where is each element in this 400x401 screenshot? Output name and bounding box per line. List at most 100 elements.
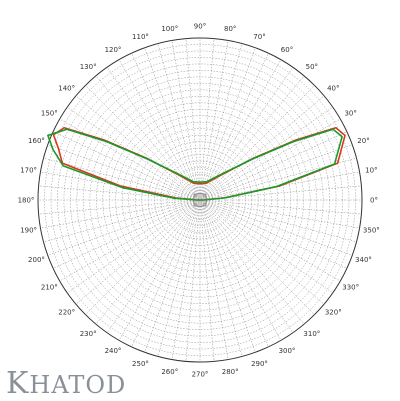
grid-spoke [202, 53, 269, 195]
grid-ring [128, 128, 272, 272]
angle-tick-label: 240° [105, 347, 122, 355]
grid-spoke [106, 67, 197, 196]
grid-spoke [95, 75, 197, 196]
angle-tick-label: 40° [327, 85, 339, 93]
grid-ring [121, 121, 279, 279]
center-marker [193, 193, 207, 207]
angle-tick-label: 130° [80, 63, 97, 71]
grid-ring [57, 57, 343, 343]
grid-spoke [205, 118, 341, 198]
angle-tick-label: 200° [28, 256, 45, 264]
grid-spoke [53, 131, 195, 198]
grid-spoke [85, 85, 196, 196]
grid-spoke [131, 53, 198, 195]
grid-spoke [40, 200, 195, 229]
angle-tick-label: 160° [28, 137, 45, 145]
grid-spoke [205, 131, 347, 198]
grid-spoke [200, 205, 215, 362]
angle-tick-label: 30° [344, 110, 356, 118]
grid-spoke [118, 205, 198, 341]
grid-spoke [59, 118, 195, 198]
grid-spoke [67, 203, 196, 294]
angle-tick-label: 300° [279, 347, 296, 355]
angle-tick-label: 120° [105, 46, 122, 54]
angle-tick-label: 250° [132, 360, 149, 368]
grid-spoke [202, 205, 282, 341]
angle-tick-label: 290° [251, 360, 268, 368]
grid-spoke [157, 43, 199, 195]
angle-tick-label: 260° [161, 368, 178, 376]
grid-spoke [205, 200, 362, 215]
grid-spoke [144, 205, 199, 353]
grid-spoke [205, 200, 360, 229]
grid-ring [50, 50, 350, 350]
angle-tick-label: 340° [355, 256, 372, 264]
brand-logo-rest: HATOD [29, 371, 127, 399]
grid-spoke [47, 144, 195, 199]
grid-spoke [59, 202, 195, 282]
grid-spoke [200, 205, 229, 360]
grid-spoke [201, 43, 243, 195]
grid-ring [160, 160, 240, 240]
brand-logo-initial: K [6, 366, 30, 401]
grid-spoke [157, 205, 199, 357]
grid-spoke [185, 38, 200, 195]
center-square [195, 195, 205, 205]
grid-spoke [118, 59, 198, 195]
angle-tick-label: 10° [365, 166, 377, 174]
grid-spoke [202, 205, 269, 347]
grid-ring [167, 167, 233, 233]
grid-spoke [204, 95, 325, 197]
grid-spoke [85, 204, 196, 315]
grid-spoke [205, 144, 353, 199]
grid-spoke [201, 205, 243, 357]
outer-ring [37, 37, 363, 363]
grid-spoke [204, 85, 315, 196]
grid-spoke [75, 203, 196, 305]
grid-ring [44, 44, 356, 356]
grid-spoke [203, 204, 294, 333]
grid-spoke [203, 75, 305, 196]
angle-tick-label: 280° [222, 368, 239, 376]
grid-spoke [95, 204, 197, 325]
grid-spoke [202, 59, 282, 195]
grid-spoke [201, 205, 256, 353]
angle-tick-label: 310° [303, 330, 320, 338]
grid-spoke [131, 205, 198, 347]
center-square [193, 193, 207, 207]
grid-spoke [171, 205, 200, 360]
grid-spoke [43, 201, 195, 243]
grid-spoke [38, 200, 195, 215]
grid-spoke [203, 67, 294, 196]
angle-tick-label: 270° [192, 371, 209, 379]
grid-spoke [204, 203, 325, 305]
grid-spoke [204, 203, 333, 294]
grid-spoke [205, 185, 362, 200]
grid-ring [134, 134, 266, 266]
angle-tick-label: 60° [281, 46, 293, 54]
grid-spoke [47, 201, 195, 256]
grid-spoke [185, 205, 200, 362]
angle-tick-label: 190° [20, 227, 37, 235]
angle-tick-label: 180° [18, 197, 35, 205]
angle-tick-label: 100° [161, 25, 178, 33]
angle-tick-label: 230° [80, 330, 97, 338]
angle-tick-label: 150° [41, 110, 58, 118]
angle-labels: 0° 10° 20° 30° 40° 50° 60° 70° 80° 90° 100° 110° 120… [18, 23, 380, 379]
angle-tick-label: 170° [20, 166, 37, 174]
grid-spoke [53, 202, 195, 269]
angle-tick-label: 220° [58, 308, 75, 316]
grid-spoke [204, 204, 315, 315]
grid-spoke [144, 47, 199, 195]
brand-logo: KHATOD [6, 366, 126, 401]
grid-ring [173, 173, 227, 227]
angle-tick-label: 20° [357, 137, 369, 145]
angle-tick-label: 80° [224, 25, 236, 33]
grid-spoke [75, 95, 196, 197]
angle-tick-label: 350° [363, 227, 380, 235]
grid-spoke [205, 202, 341, 282]
angle-tick-label: 140° [58, 85, 75, 93]
angle-tick-label: 50° [306, 63, 318, 71]
grid-spoke [38, 185, 195, 200]
